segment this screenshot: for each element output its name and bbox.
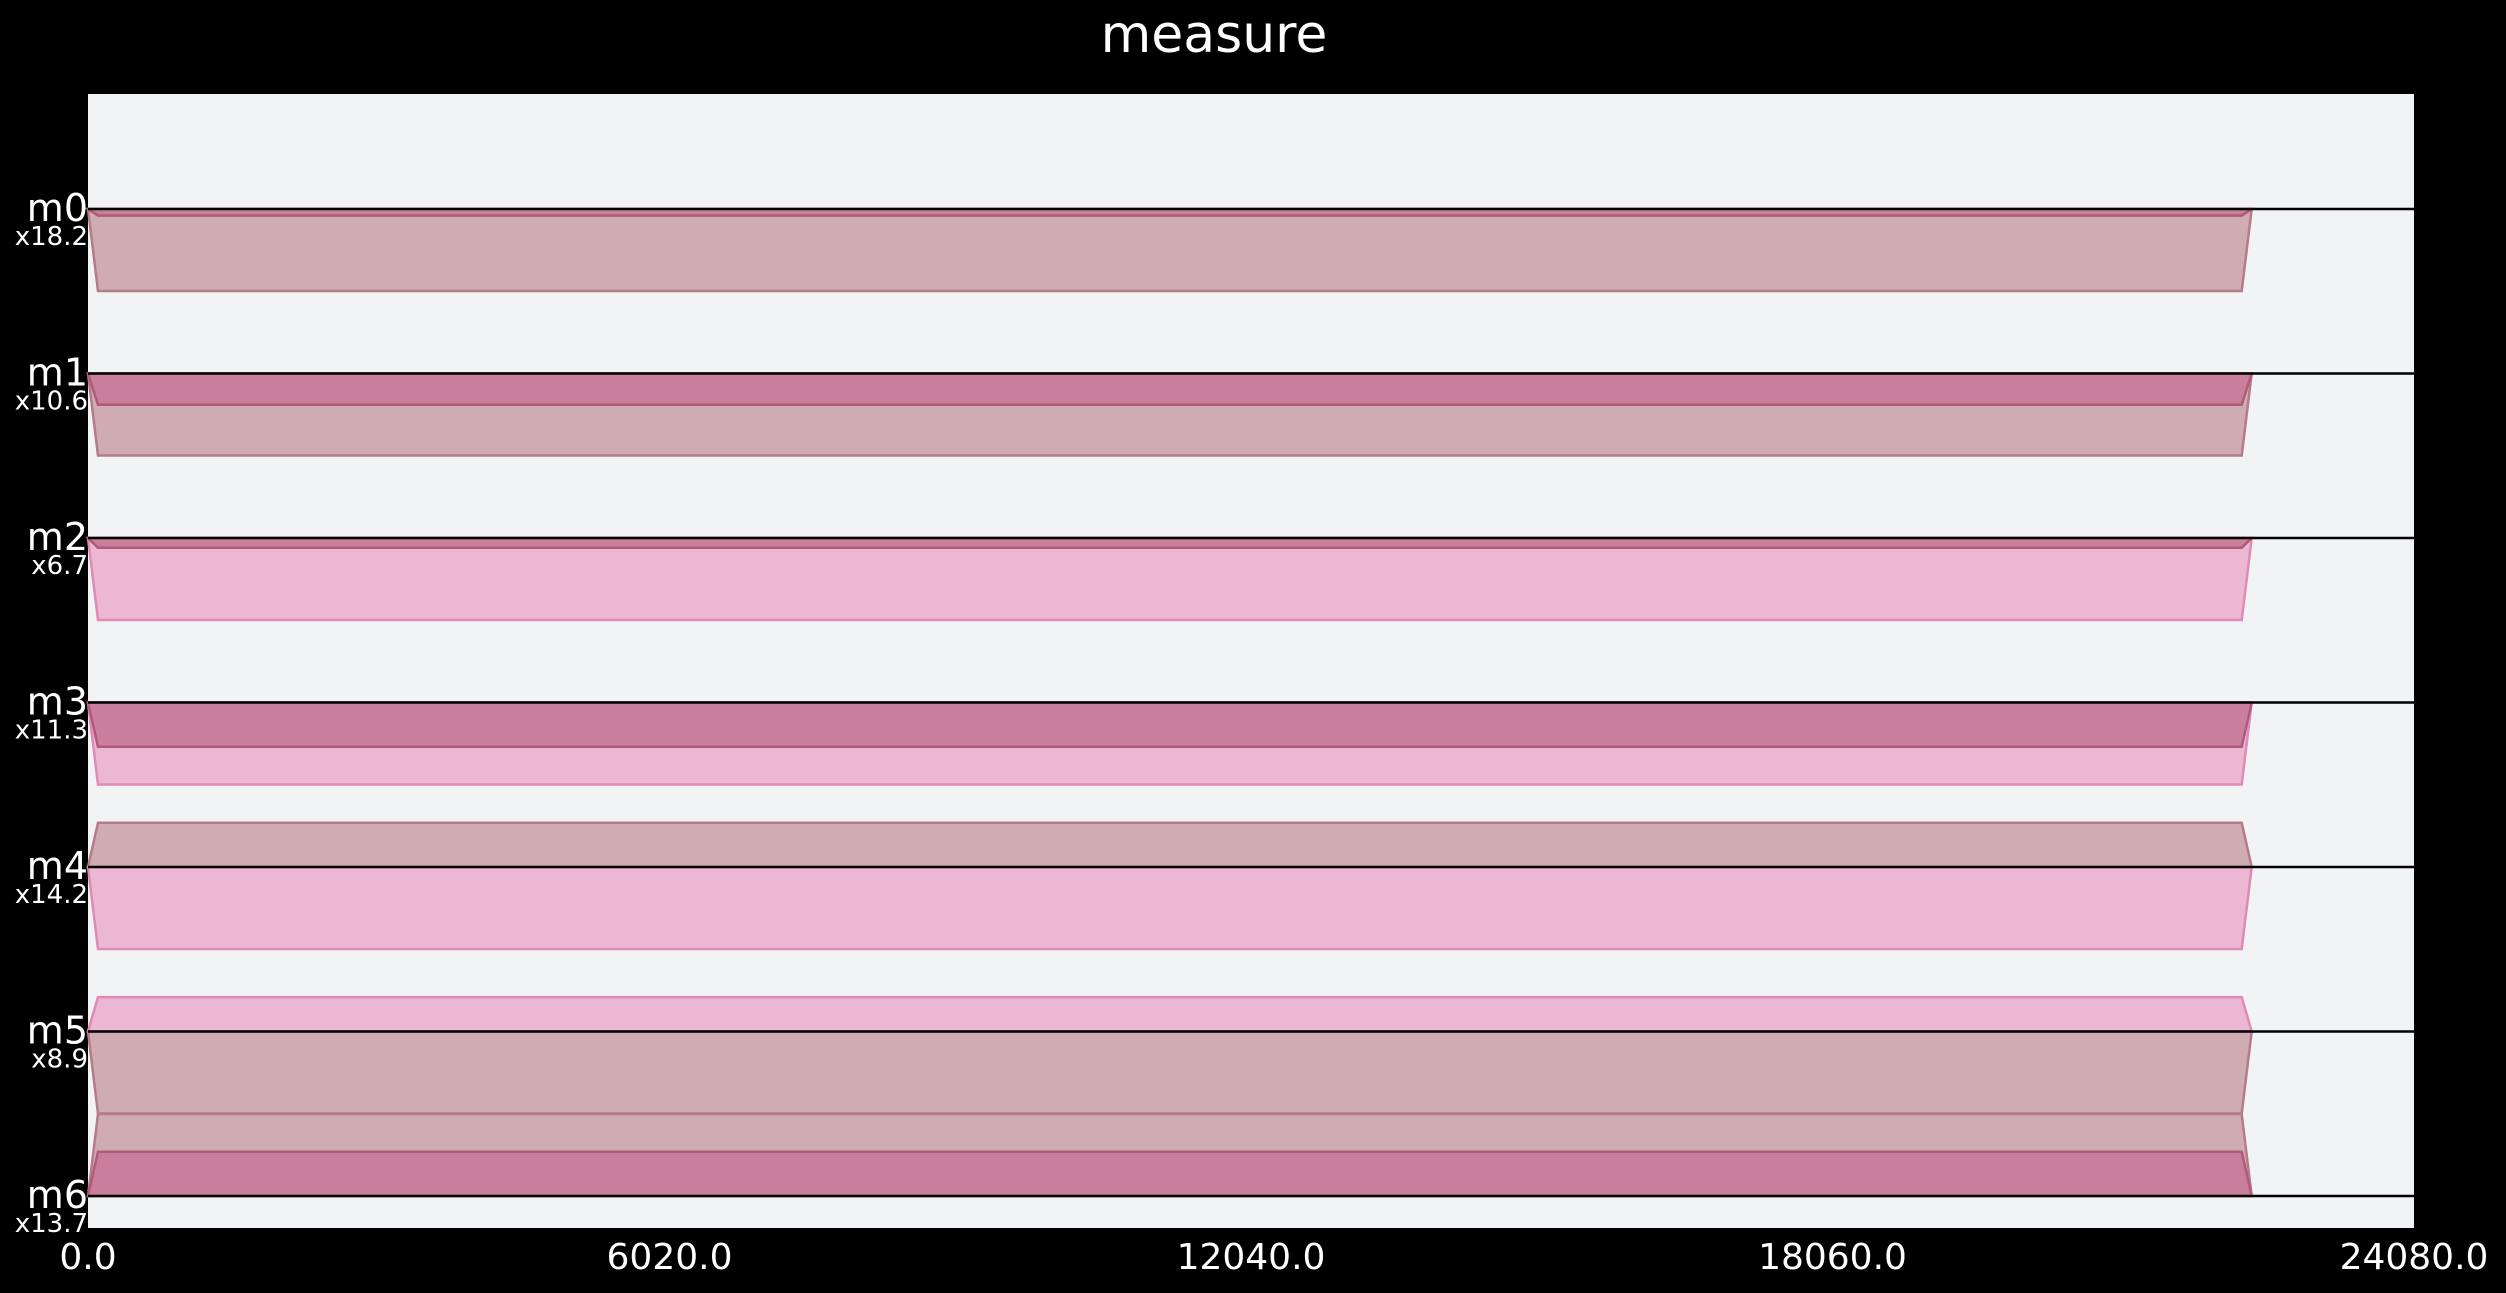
line-label-m6: m6 bbox=[27, 1173, 88, 1217]
pulse-m1-3 bbox=[86, 372, 2254, 406]
chart-title: measure bbox=[1101, 5, 1328, 65]
pulse-m3-7 bbox=[86, 701, 2254, 749]
pulse-m6-13 bbox=[86, 1150, 2254, 1198]
scale-label-m6: x13.7 bbox=[15, 1209, 88, 1239]
line-label-m5: m5 bbox=[27, 1009, 88, 1053]
pulse-m2-5 bbox=[84, 536, 2255, 550]
scale-label-m0: x18.2 bbox=[15, 222, 88, 252]
x-tick-label: 24080.0 bbox=[2340, 1237, 2489, 1278]
x-tick-label: 0.0 bbox=[59, 1237, 116, 1278]
pulse-m5-10 bbox=[86, 995, 2254, 1033]
line-label-m3: m3 bbox=[27, 680, 88, 724]
scale-label-m5: x8.9 bbox=[31, 1045, 88, 1075]
scale-label-m1: x10.6 bbox=[15, 387, 88, 417]
x-tick-label: 6020.0 bbox=[607, 1237, 733, 1278]
pulse-layer bbox=[83, 207, 2256, 1198]
scale-label-m4: x14.2 bbox=[15, 880, 88, 910]
line-label-m2: m2 bbox=[27, 515, 88, 559]
x-tick-label: 12040.0 bbox=[1177, 1237, 1326, 1278]
line-label-m0: m0 bbox=[27, 186, 88, 230]
line-label-m4: m4 bbox=[27, 844, 88, 888]
x-tick-label: 18060.0 bbox=[1758, 1237, 1907, 1278]
scale-label-m3: x11.3 bbox=[15, 716, 88, 746]
x-axis: 0.0 6020.0 12040.0 18060.0 24080.0 bbox=[59, 1237, 2488, 1278]
scale-label-m2: x6.7 bbox=[31, 551, 88, 581]
line-label-m1: m1 bbox=[27, 351, 88, 395]
pulse-m2-4 bbox=[86, 536, 2254, 622]
pulse-m0-0 bbox=[86, 207, 2254, 293]
baseline-layer bbox=[88, 207, 2414, 1198]
pulse-m4-9 bbox=[86, 865, 2254, 951]
pulse-m5-11 bbox=[86, 1030, 2254, 1115]
pulse-m4-8 bbox=[86, 821, 2254, 869]
